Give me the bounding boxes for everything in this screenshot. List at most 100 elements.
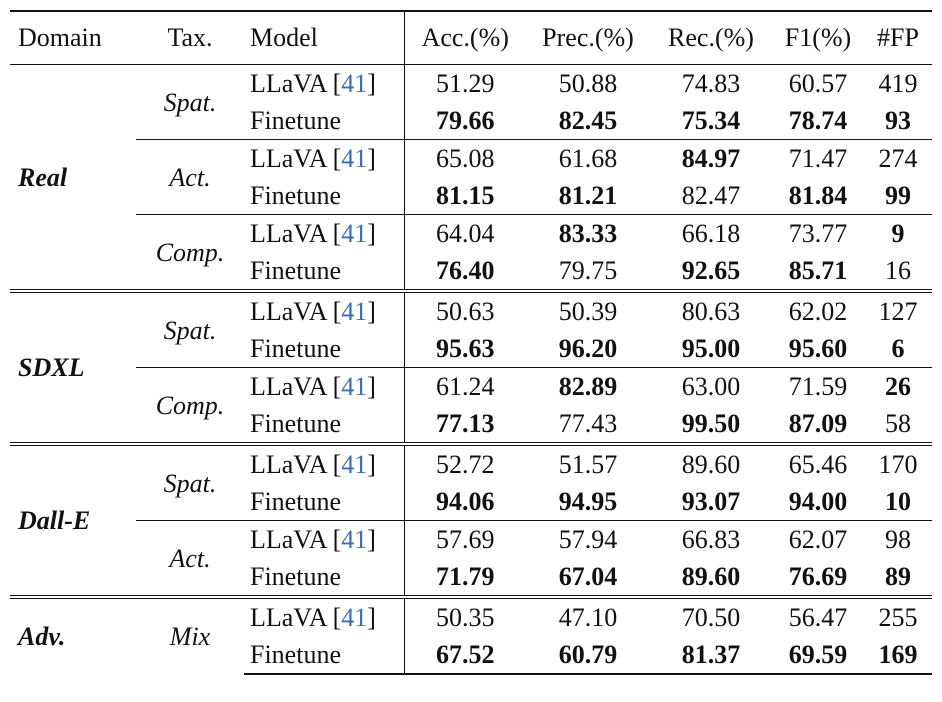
fp-cell: 99 (885, 181, 911, 210)
model-cell: LLaVA [41] (244, 289, 405, 330)
citation-link[interactable]: 41 (341, 69, 368, 98)
acc-cell: 94.06 (436, 487, 495, 516)
model-cell: Finetune (244, 558, 405, 597)
model-cell: LLaVA [41] (244, 442, 405, 483)
prec-cell: 94.95 (558, 487, 618, 516)
prec-cell: 82.45 (558, 106, 618, 135)
prec-cell: 96.20 (558, 334, 618, 363)
fp-cell: 9 (864, 214, 932, 252)
f1-cell: 71.59 (772, 367, 864, 405)
fp-cell: 16 (885, 256, 911, 285)
rec-cell: 66.18 (650, 214, 772, 252)
rec-cell: 82.47 (681, 181, 741, 210)
acc-cell: 95.63 (436, 334, 495, 363)
header-tax: Tax. (136, 10, 244, 65)
fp-cell: 255 (864, 595, 932, 636)
prec-cell: 60.79 (526, 636, 650, 675)
acc-cell: 81.15 (436, 181, 495, 210)
taxonomy-cell: Comp. (136, 367, 244, 444)
prec-cell: 61.68 (526, 139, 650, 177)
model-cell: LLaVA [41] (244, 139, 405, 177)
fp-cell: 169 (864, 636, 932, 675)
citation-link[interactable]: 41 (341, 450, 368, 479)
citation-link[interactable]: 41 (341, 603, 368, 632)
f1-cell: 60.57 (788, 69, 848, 98)
model-cell: Finetune (244, 252, 405, 291)
model-name: Finetune (250, 334, 341, 363)
header-prec: Prec.(%) (526, 10, 650, 65)
f1-cell: 71.47 (772, 139, 864, 177)
rec-cell: 84.97 (650, 139, 772, 177)
f1-cell: 81.84 (788, 181, 848, 210)
f1-cell: 62.02 (772, 289, 864, 330)
rec-cell: 81.37 (650, 636, 772, 675)
prec-cell: 77.43 (558, 409, 618, 438)
f1-cell: 65.46 (772, 442, 864, 483)
fp-cell: 26 (864, 367, 932, 405)
acc-cell: 51.29 (436, 69, 495, 98)
taxonomy-cell: Spat. (136, 442, 244, 521)
acc-cell: 76.40 (436, 256, 495, 285)
domain-cell: Dall-E (10, 442, 136, 597)
prec-cell: 79.75 (558, 256, 618, 285)
rec-cell: 95.00 (681, 334, 741, 363)
rec-cell: 80.63 (650, 289, 772, 330)
table-row: Finetune 95.63 96.20 95.00 95.60 6 (10, 330, 932, 368)
header-acc: Acc.(%) (404, 10, 526, 65)
fp-cell: 10 (885, 487, 911, 516)
prec-cell: 82.89 (526, 367, 650, 405)
prec-cell: 51.57 (526, 442, 650, 483)
citation-link[interactable]: 41 (341, 144, 368, 173)
rec-cell: 66.83 (650, 520, 772, 558)
table-row: SDXL Spat. LLaVA [41] 50.63 50.39 80.63 62.02 1… (10, 289, 932, 444)
f1-cell: 69.59 (772, 636, 864, 675)
prec-cell: 57.94 (526, 520, 650, 558)
domain-cell: Real (18, 162, 68, 192)
table-row: Finetune 77.13 77.43 99.50 87.09 58 (10, 405, 932, 444)
prec-cell: 67.04 (558, 562, 618, 591)
acc-cell: 65.08 (404, 139, 526, 177)
acc-cell: 79.66 (436, 106, 495, 135)
header-f1: F1(%) (772, 10, 864, 65)
model-cell: Finetune (244, 483, 405, 521)
model-cell: LLaVA [41] (244, 214, 405, 252)
fp-cell: 127 (864, 289, 932, 330)
acc-cell: 52.72 (404, 442, 526, 483)
model-name: LLaVA (250, 525, 327, 554)
model-cell: Finetune (244, 636, 405, 675)
model-cell: LLaVA [41] (244, 64, 405, 102)
citation-link[interactable]: 41 (341, 219, 368, 248)
table-row: Comp. LLaVA [41] 61.24 82.89 63.00 71.59 26 (10, 367, 932, 444)
fp-cell: 274 (864, 139, 932, 177)
taxonomy-cell: Spat. (136, 289, 244, 368)
taxonomy-cell: Act. (136, 139, 244, 215)
citation-link[interactable]: 41 (341, 297, 368, 326)
model-cell: LLaVA [41] (244, 367, 405, 405)
header-fp: #FP (864, 10, 932, 65)
model-name: Finetune (250, 640, 341, 669)
f1-cell: 94.00 (788, 487, 848, 516)
f1-cell: 76.69 (788, 562, 848, 591)
citation-link[interactable]: 41 (341, 525, 368, 554)
fp-cell: 6 (891, 334, 905, 363)
prec-cell: 50.39 (526, 289, 650, 330)
fp-cell: 98 (864, 520, 932, 558)
results-table: Domain Tax. Model Acc.(%) Prec.(%) Rec.(… (10, 10, 932, 675)
header-rec: Rec.(%) (650, 10, 772, 65)
model-name: LLaVA (250, 372, 327, 401)
domain-cell: Adv. (10, 595, 136, 674)
table-row: Finetune 94.06 94.95 93.07 94.00 10 (10, 483, 932, 521)
citation-link[interactable]: 41 (341, 372, 368, 401)
header-model: Model (244, 10, 405, 65)
table-row: Act. LLaVA [41] 57.69 57.94 66.83 62.07 98 (10, 520, 932, 597)
taxonomy-cell: Act. (136, 520, 244, 597)
acc-cell: 71.79 (436, 562, 495, 591)
rec-cell: 93.07 (681, 487, 741, 516)
prec-cell: 83.33 (526, 214, 650, 252)
rec-cell: 89.60 (650, 442, 772, 483)
model-name: Finetune (250, 181, 341, 210)
table-row: Comp. LLaVA [41] 64.04 83.33 66.18 73.77 9 (10, 214, 932, 291)
table-row: Adv. Mix LLaVA [41] 50.35 47.10 70.50 56.47 255 (10, 595, 932, 674)
acc-cell: 67.52 (404, 636, 526, 675)
table-row: Act. LLaVA [41] 65.08 61.68 84.97 71.47 274 (10, 139, 932, 215)
